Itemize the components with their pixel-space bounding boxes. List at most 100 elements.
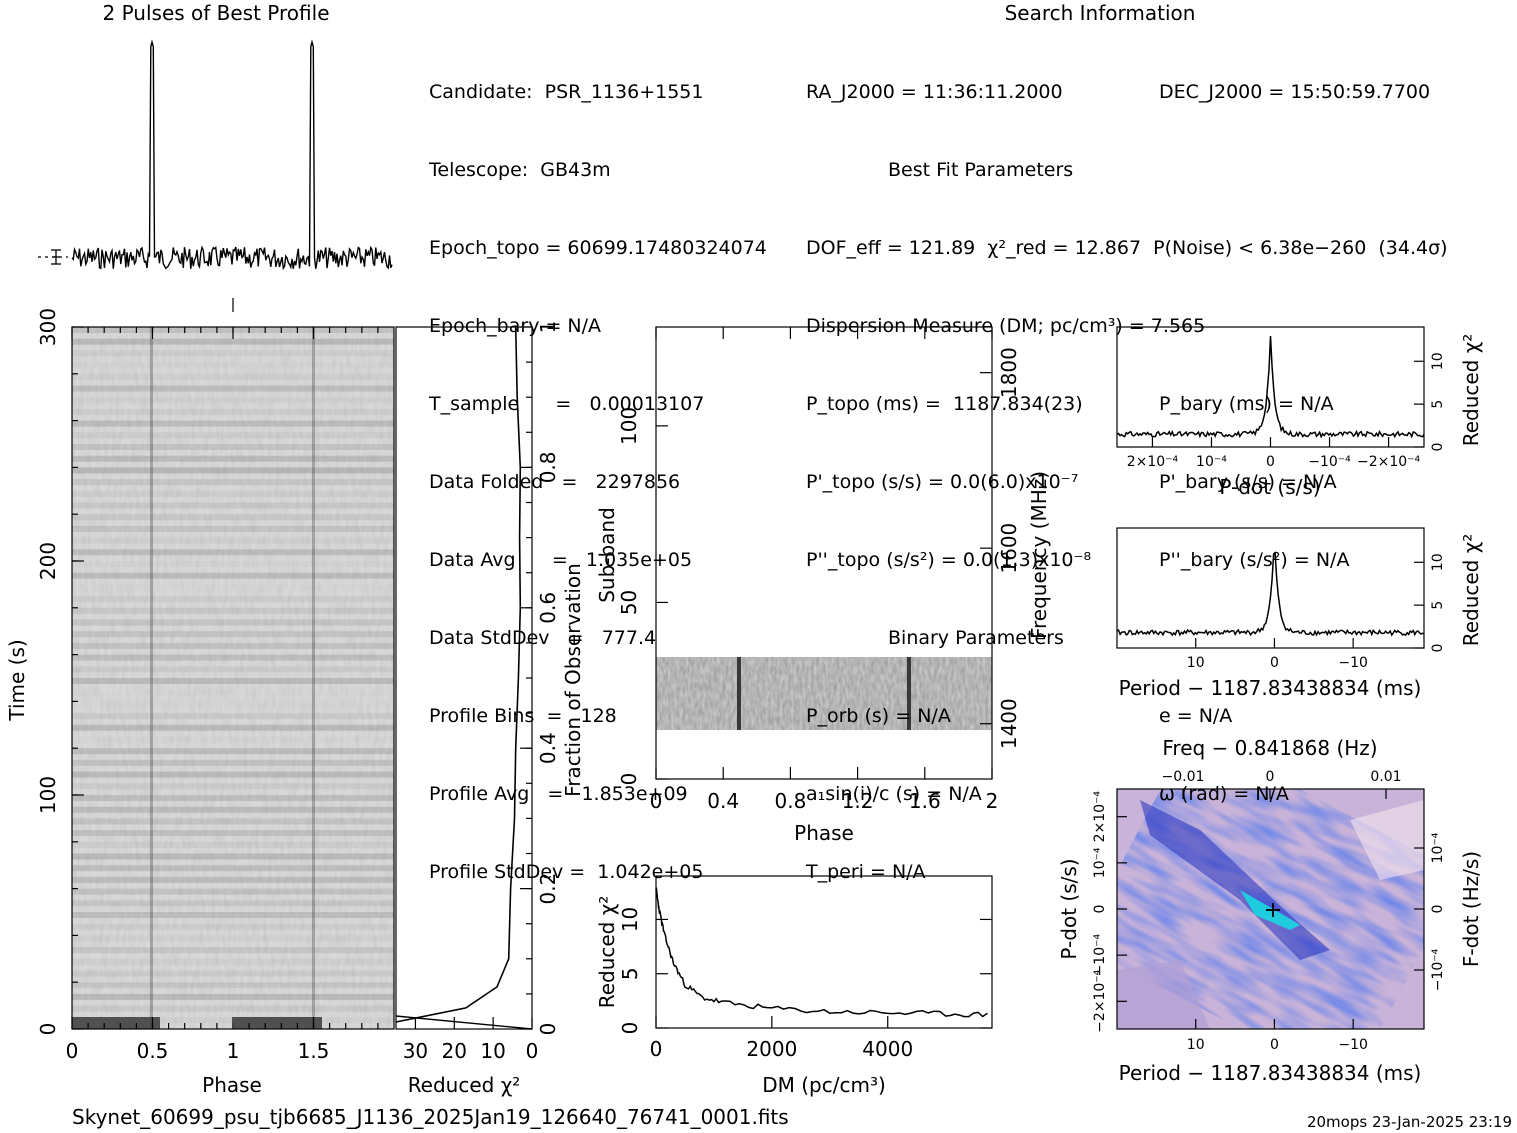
dm-chi-curve: [655, 887, 988, 1018]
tick-label: 100: [617, 407, 641, 445]
period-chi-curve: [1116, 551, 1425, 637]
tick-label: 2: [986, 789, 999, 813]
heatmap-row: [72, 759, 394, 766]
tick-label: 10⁻⁴: [1430, 832, 1446, 863]
heatmap-row: [72, 455, 394, 462]
tick-label: 50: [617, 590, 641, 615]
ppdot-axes: 10 0 −10−0.01 0 0.012×10⁻⁴10⁻⁴0−10⁻⁴−2×10⁻⁴ −…: [1092, 769, 1446, 1053]
info-data-folded: Data Folded = 2297856: [429, 471, 681, 493]
heatmap-row: [72, 549, 394, 556]
info-ra: RA_J2000 = 11:36:11.2000: [806, 81, 1063, 103]
tick-label: 2×10⁻⁴: [1092, 791, 1108, 843]
info-dec: DEC_J2000 = 15:50:59.7700: [1159, 81, 1431, 103]
heatmap-row: [72, 537, 394, 544]
info-dm: Dispersion Measure (DM; pc/cm³) = 7.565: [806, 315, 1206, 337]
ppdot-xlabel: Period − 1187.83438834 (ms): [1119, 1061, 1422, 1085]
period-chi-frame: [1116, 527, 1425, 649]
dm-chi-xlabel: DM (pc/cm³): [762, 1073, 886, 1097]
heatmap-row: [72, 607, 394, 614]
footer-timestamp: 20mops 23-Jan-2025 23:19: [1307, 1113, 1512, 1131]
tick-label: 1: [536, 321, 560, 334]
tick-label: 300: [36, 308, 60, 346]
tick-label: 4000: [862, 1037, 913, 1061]
tick-label: 5: [1430, 601, 1446, 610]
tick-label: 30: [403, 1039, 428, 1063]
subband-frame: [655, 326, 993, 780]
info-blank: [1159, 625, 1430, 651]
redchi-time-ref-line: [395, 1015, 533, 1030]
heatmap-row: [72, 572, 394, 579]
tick-label: 0: [526, 1039, 539, 1063]
info-dof-chi-noise: DOF_eff = 121.89 χ²_red = 12.867 P(Noise…: [806, 237, 1448, 259]
info-binary-heading: Binary Parameters: [888, 627, 1064, 649]
tick-label: 10: [480, 1039, 505, 1063]
heatmap-row: [72, 479, 394, 486]
heatmap-row: [72, 690, 394, 696]
info-pdot-bary: P'_bary (s/s) = N/A: [1159, 471, 1337, 493]
tick-label: 0: [1092, 905, 1108, 914]
tick-label: 0: [1430, 443, 1446, 452]
info-profile-bins: Profile Bins = 128: [429, 705, 617, 727]
info-blank: [1159, 235, 1430, 261]
info-candidate: Candidate: PSR_1136+1551: [429, 81, 704, 103]
tick-label: 0: [36, 1023, 60, 1036]
tick-label: 5: [618, 967, 642, 980]
heatmap-row: [72, 724, 394, 731]
subband-xlabel: Phase: [794, 821, 854, 845]
tick-label: −10: [1338, 655, 1368, 671]
time-phase-heatmap: [71, 326, 395, 1030]
heatmap-row: [72, 958, 394, 965]
ppdot-ylabel: P-dot (s/s): [1057, 858, 1081, 959]
search-info-left: Candidate: PSR_1136+1551 Telescope: GB43…: [429, 27, 767, 911]
heatmap-row: [72, 432, 394, 439]
info-data-avg: Data Avg = 1.035e+05: [429, 549, 693, 571]
heatmap-row: [72, 947, 394, 954]
pdot-chi-ylabel: Reduced χ²: [1459, 334, 1483, 447]
tick-label: 0: [1270, 655, 1279, 671]
tick-label: 10⁻⁴: [1196, 454, 1227, 470]
tick-label: 100: [36, 776, 60, 814]
redchi-time-xlabel: Reduced χ²: [408, 1073, 521, 1097]
heatmap-row: [72, 806, 394, 813]
subband-heatmap: [656, 657, 992, 730]
tick-label: −10: [1338, 1037, 1368, 1053]
info-omega: ω (rad) = N/A: [1159, 783, 1289, 805]
tick-label: 0: [1270, 1037, 1279, 1053]
time-phase-xlabel: Phase: [202, 1073, 262, 1097]
heatmap-row: [72, 525, 394, 532]
tick-label: 5: [1430, 400, 1446, 409]
info-blank: [1159, 313, 1430, 339]
tick-label: 0.4: [707, 789, 739, 813]
tick-label: 200: [36, 542, 60, 580]
tick-label: 0.4: [536, 732, 560, 764]
tick-label: 1: [227, 1039, 240, 1063]
tick-label: 1.5: [298, 1039, 330, 1063]
tick-label: 10: [1430, 352, 1446, 370]
heatmap-row: [72, 737, 394, 743]
search-info-right: DEC_J2000 = 15:50:59.7700 P_bary (ms) = …: [1159, 27, 1430, 833]
profile-error-bar: [38, 249, 68, 265]
tick-label: 10: [1187, 655, 1205, 671]
heatmap-row: [72, 853, 394, 860]
heatmap-row: [72, 420, 394, 427]
tick-label: −10⁻⁴: [1092, 933, 1108, 976]
tick-label: 2×10⁻⁴: [1127, 454, 1179, 470]
pdot-chi-xlabel: P-dot (s/s): [1219, 475, 1320, 499]
info-tperi: T_peri = N/A: [806, 861, 926, 883]
heatmap-row: [72, 596, 394, 603]
subband-ylabel: Sub-band: [595, 507, 619, 603]
heatmap-row: [72, 408, 394, 415]
tick-label: 0: [1266, 454, 1275, 470]
tick-label: 0: [1430, 644, 1446, 653]
footer-filename: Skynet_60699_psu_tjb6685_J1136_2025Jan19…: [72, 1105, 789, 1129]
time-phase-axes: 0 0.5 1 1.5 0 100 200 300: [36, 308, 379, 1063]
heatmap-row: [72, 619, 394, 626]
heatmap-row: [72, 397, 394, 404]
heatmap-row: [72, 642, 394, 649]
tick-label: 0.6: [536, 592, 560, 624]
tick-label: 0: [618, 1022, 642, 1035]
search-info-mid: RA_J2000 = 11:36:11.2000 Best Fit Parame…: [806, 27, 1448, 911]
period-chi-ylabel: Reduced χ²: [1459, 534, 1483, 647]
heatmap-row: [72, 818, 394, 825]
info-pddot-topo: P''_topo (s/s²) = 0.0(1.3)x10⁻⁸: [806, 549, 1092, 571]
